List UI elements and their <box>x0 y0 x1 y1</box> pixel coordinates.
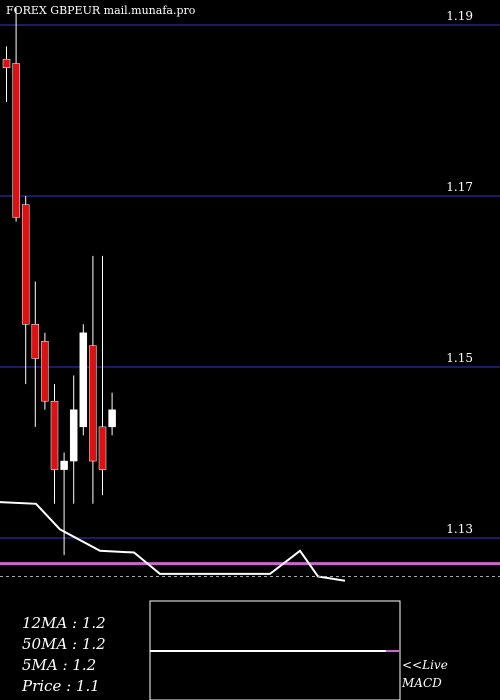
candle-5 <box>50 384 59 504</box>
y-tick-label-3: 1.13 <box>446 522 473 536</box>
ma-white-line <box>0 501 346 582</box>
candle-10 <box>98 255 107 496</box>
candle-body-down <box>2 58 11 69</box>
candle-7 <box>69 375 78 504</box>
candle-1 <box>12 7 20 222</box>
candle-body-down <box>98 426 107 470</box>
y-tick-label-0: 1.19 <box>446 9 473 23</box>
candle-body-down <box>21 204 30 325</box>
legend-5ma: 5MA : 1.2 <box>22 656 97 674</box>
candle-6 <box>60 452 68 556</box>
chart-header: FOREX GBPEUR mail.munafa.pro <box>6 4 196 17</box>
candle-9 <box>89 255 97 504</box>
candle-body-up <box>69 409 78 462</box>
candle-8 <box>79 324 88 436</box>
candle-4 <box>41 332 49 410</box>
candle-body-down <box>89 345 97 462</box>
candle-body-up <box>60 460 68 470</box>
macd-panel <box>149 600 401 700</box>
candle-0 <box>2 46 11 102</box>
candle-2 <box>21 196 30 385</box>
candle-11 <box>108 392 116 436</box>
candle-body-down <box>31 324 40 359</box>
y-tick-label-2: 1.15 <box>446 351 473 365</box>
candle-3 <box>31 281 40 427</box>
candle-body-down <box>50 400 59 470</box>
legend-price: Price : 1.1 <box>22 677 100 695</box>
candlesticks <box>2 7 116 556</box>
y-tick-label-1: 1.17 <box>446 180 473 194</box>
legend-50ma: 50MA : 1.2 <box>22 635 106 653</box>
macd-label: MACD <box>402 676 442 690</box>
legend-12ma: 12MA : 1.2 <box>22 614 106 632</box>
moving-averages <box>0 501 500 582</box>
candle-body-up <box>108 409 116 428</box>
candle-body-down <box>41 341 49 402</box>
macd-live-link[interactable]: <<Live <box>402 658 448 672</box>
candle-body-up <box>79 332 88 428</box>
candle-body-down <box>12 63 20 218</box>
